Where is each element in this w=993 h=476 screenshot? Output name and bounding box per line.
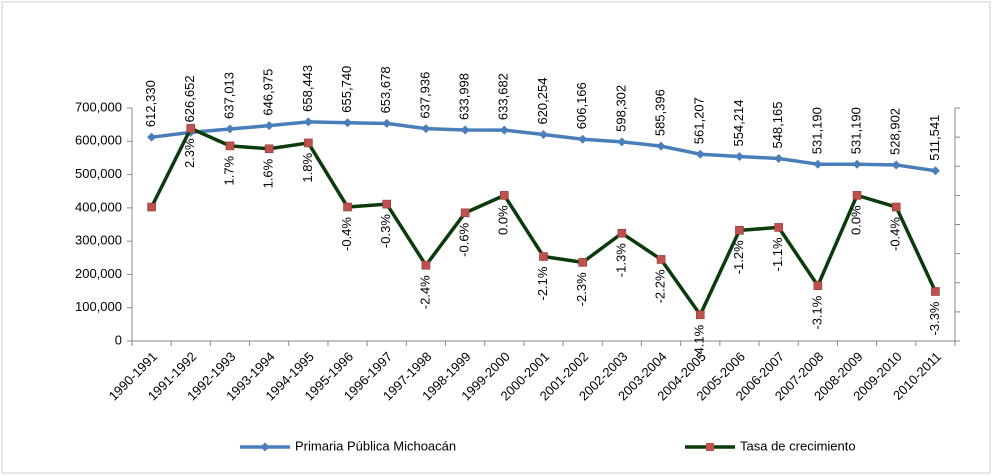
legend-marker [260,442,270,452]
marker [852,159,862,169]
data-label: 653,678 [378,66,393,113]
y-tick-label: 700,000 [75,99,122,114]
data-label: 528,902 [888,108,903,155]
marker [930,166,940,176]
marker [421,124,431,134]
marker [931,287,940,296]
data-label: 637,013 [221,72,236,119]
y-tick-label: 100,000 [75,299,122,314]
data-label: 620,254 [535,78,550,125]
marker [813,159,823,169]
y-tick-label: 200,000 [75,266,122,281]
marker [695,149,705,159]
data-label: 658,443 [300,65,315,112]
marker [460,125,470,135]
data-label: 561,207 [692,97,707,144]
marker [499,125,509,135]
data-label: 1.6% [261,158,276,188]
data-label: -1.3% [613,243,628,277]
marker [539,130,548,140]
data-label: -0.6% [457,222,472,256]
data-label: -1.1% [770,237,785,271]
marker [460,208,470,218]
legend-marker [706,443,714,451]
marker [382,118,392,128]
data-label: 531,190 [848,107,863,154]
marker [617,137,627,147]
data-label: 655,740 [339,66,354,113]
data-label: 2.3% [182,138,197,168]
data-label: -0.4% [888,217,903,251]
marker [891,160,901,170]
marker [264,121,274,131]
y-tick-label: 0 [115,332,122,347]
data-label: 626,652 [182,75,197,122]
marker [617,228,627,238]
marker [578,258,587,267]
data-label: 1.7% [221,155,236,185]
marker [147,202,156,212]
marker [225,124,235,134]
y-tick-label: 400,000 [75,199,122,214]
marker [774,223,783,232]
marker [421,260,431,270]
data-label: 646,975 [261,69,276,116]
marker [539,252,548,261]
y-tick-label: 300,000 [75,233,122,248]
data-label: 531,190 [809,107,824,154]
data-label: 1.8% [300,153,315,183]
data-label: 612,330 [143,80,158,127]
marker [225,141,235,151]
marker [891,202,901,212]
marker [852,191,862,200]
data-label: -4.1% [692,324,707,358]
data-label: -1.2% [731,240,746,274]
data-label: -2.4% [417,275,432,309]
marker [343,202,352,212]
data-label: 637,936 [417,72,432,119]
data-label: 598,302 [613,85,628,132]
marker [382,199,392,209]
marker [695,310,705,320]
legend-label: Primaria Pública Michoacán [295,438,456,453]
marker [343,118,353,128]
data-label: 633,682 [496,73,511,120]
data-label: 548,165 [770,102,785,149]
marker [734,152,744,162]
marker [304,138,313,148]
marker [264,144,274,154]
data-label: 606,166 [574,82,589,129]
data-label: 511,541 [927,115,942,161]
marker [735,226,744,235]
y-tick-label: 500,000 [75,166,122,181]
marker [186,124,196,133]
legend-label: Tasa de crecimiento [740,438,856,453]
data-label: -0.3% [378,214,393,248]
data-label: 585,396 [653,89,668,136]
data-label: -2.3% [574,272,589,306]
data-label: -3.3% [927,301,942,335]
data-label: 0.0% [496,205,511,235]
data-label: -3.1% [809,295,824,329]
data-label: -0.4% [339,217,354,251]
data-label: 554,214 [731,100,746,147]
marker [500,191,509,200]
data-label: -2.1% [535,266,550,300]
marker [813,281,823,290]
marker [656,141,666,151]
marker [656,255,666,264]
y-tick-label: 600,000 [75,133,122,148]
data-label: 633,998 [457,73,472,120]
marker [774,154,784,164]
data-label: -2.2% [653,269,668,303]
data-label: 0.0% [848,205,863,235]
marker [578,134,588,144]
marker [147,132,157,142]
marker [303,117,313,127]
